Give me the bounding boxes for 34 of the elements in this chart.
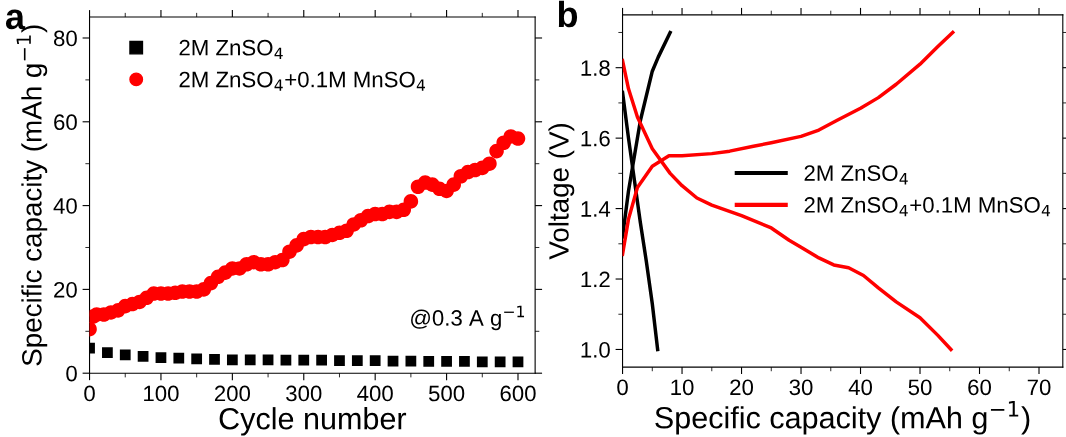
x-tick-label: 60	[968, 379, 991, 396]
y-tick-label: 1.8	[581, 60, 610, 76]
x-axis-title: Cycle number	[219, 407, 407, 436]
x-tick-label: 50	[908, 379, 932, 396]
y-tick-label: 0	[66, 365, 77, 382]
y-tick-label: 20	[54, 281, 77, 298]
x-tick-label: 30	[789, 379, 813, 396]
x-tick-label: 200	[214, 385, 251, 402]
y-tick-label: 80	[53, 30, 77, 47]
legend-label: 2M ZnSO$_{4}$+0.1M MnSO$_{4}$	[804, 197, 1051, 217]
x-tick-label: 0	[617, 379, 628, 396]
y-tick-label: 40	[53, 198, 77, 214]
x-tick-label: 300	[286, 385, 322, 402]
x-tick-label: 600	[500, 385, 536, 402]
x-tick-label: 20	[730, 379, 754, 396]
y-tick-label: 60	[54, 114, 77, 131]
y-axis-title: Voltage (V)	[548, 123, 575, 260]
x-tick-label: 70	[1027, 379, 1051, 396]
y-tick-label: 1.0	[581, 342, 610, 358]
x-tick-label: 500	[428, 385, 465, 402]
legend-label: 2M ZnSO$_{4}$	[179, 39, 283, 59]
legend-label: 2M ZnSO$_{4}$+0.1M MnSO$_{4}$	[179, 71, 425, 91]
x-axis-title: Specific capacity (mAh g$^{−1}$)	[655, 400, 1030, 435]
annotation: @0.3 A g$^{−1}$	[411, 305, 525, 331]
x-tick-label: 10	[671, 379, 694, 396]
y-tick-label: 1.2	[581, 271, 610, 288]
x-tick-label: 400	[357, 385, 393, 402]
x-tick-label: 0	[84, 385, 95, 402]
y-tick-label: 1.4	[581, 201, 611, 217]
y-tick-label: 1.6	[581, 130, 610, 147]
x-tick-label: 40	[848, 379, 873, 396]
x-tick-label: 100	[144, 385, 179, 402]
chart-title: b	[558, 0, 578, 28]
legend-label: 2M ZnSO$_{4}$	[804, 165, 908, 185]
